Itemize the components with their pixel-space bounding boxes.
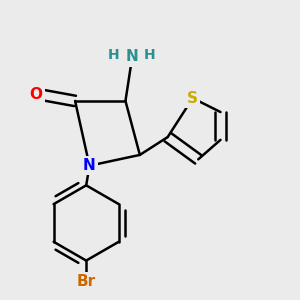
Text: S: S	[187, 91, 198, 106]
Text: Br: Br	[76, 274, 96, 289]
Text: N: N	[83, 158, 96, 173]
Text: H: H	[144, 48, 156, 62]
Text: N: N	[126, 49, 138, 64]
Text: H: H	[108, 48, 120, 62]
Text: O: O	[29, 87, 42, 102]
